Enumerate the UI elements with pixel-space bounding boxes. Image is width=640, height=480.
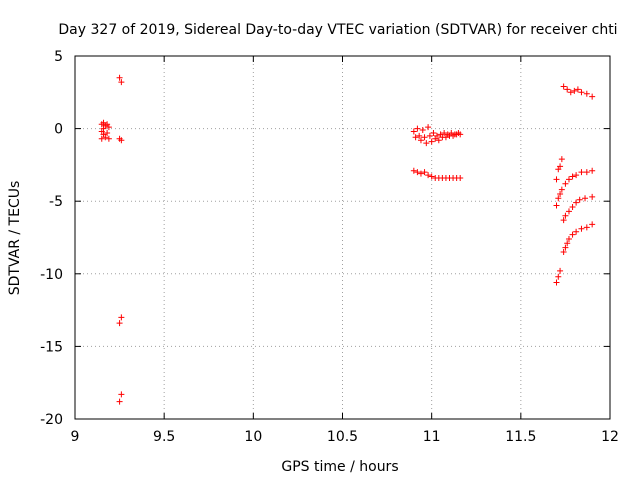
data-point	[457, 131, 464, 138]
y-tick-label: -20	[40, 412, 63, 428]
data-point	[564, 86, 571, 93]
data-point	[576, 196, 583, 203]
data-point	[425, 124, 432, 131]
data-point	[118, 391, 125, 398]
data-point	[583, 169, 590, 176]
data-point	[118, 314, 125, 321]
data-point	[425, 172, 432, 179]
data-point	[565, 208, 572, 215]
x-tick-label: 9	[71, 429, 80, 445]
data-point	[589, 221, 596, 228]
x-axis-label: GPS time / hours	[281, 459, 398, 475]
data-point	[557, 267, 564, 274]
y-tick-label: -10	[40, 267, 63, 283]
data-point	[578, 89, 585, 96]
data-point	[116, 398, 123, 405]
data-point	[553, 176, 560, 183]
data-point	[116, 74, 123, 81]
data-point	[574, 86, 581, 93]
data-point	[105, 135, 112, 142]
data-point	[426, 132, 433, 139]
data-point	[435, 137, 442, 144]
x-tick-label: 11.5	[505, 429, 536, 445]
data-point	[419, 127, 426, 134]
data-point	[560, 83, 567, 90]
data-point	[118, 137, 125, 144]
y-axis-label: SDTVAR / TECUs	[7, 181, 23, 296]
data-point	[557, 190, 564, 197]
data-point	[571, 87, 578, 94]
data-point	[565, 176, 572, 183]
x-tick-label: 10.5	[327, 429, 358, 445]
data-point	[434, 132, 441, 139]
data-point	[573, 199, 580, 206]
data-point	[421, 134, 428, 141]
x-tick-label: 11	[423, 429, 441, 445]
data-point	[558, 156, 565, 163]
data-point	[562, 180, 569, 187]
data-point	[589, 193, 596, 200]
data-point	[102, 134, 109, 141]
data-point	[555, 195, 562, 202]
data-point	[573, 172, 580, 179]
data-point	[457, 174, 464, 181]
data-point	[412, 134, 419, 141]
data-point	[583, 90, 590, 97]
y-tick-label: 5	[54, 49, 63, 65]
y-tick-label: -15	[40, 339, 63, 355]
x-tick-label: 12	[601, 429, 619, 445]
data-point	[416, 132, 423, 139]
data-point	[569, 231, 576, 238]
y-tick-label: 0	[54, 122, 63, 138]
data-point	[565, 235, 572, 242]
data-point	[557, 163, 564, 170]
data-points	[98, 74, 596, 405]
data-point	[421, 169, 428, 176]
data-point	[589, 167, 596, 174]
data-point	[116, 320, 123, 327]
data-point	[562, 212, 569, 219]
data-point	[414, 125, 421, 132]
data-point	[578, 225, 585, 232]
data-point	[573, 228, 580, 235]
data-point	[105, 124, 112, 131]
data-point	[558, 186, 565, 193]
data-point	[555, 273, 562, 280]
data-point	[118, 79, 125, 86]
data-point	[569, 204, 576, 211]
data-point	[410, 167, 417, 174]
data-point	[583, 224, 590, 231]
data-point	[417, 137, 424, 144]
data-point	[553, 279, 560, 286]
x-tick-label: 10	[244, 429, 262, 445]
data-point	[582, 195, 589, 202]
axis-ticks: 9 9.5 10 10.5 11 11.5 12 5 0 -5 -10 -15 -20	[40, 49, 619, 445]
grid-lines	[75, 56, 610, 419]
data-point	[569, 173, 576, 180]
data-point	[564, 240, 571, 247]
chart-title: Day 327 of 2019, Sidereal Day-to-day VTE…	[58, 22, 617, 38]
data-point	[414, 169, 421, 176]
data-point	[589, 93, 596, 100]
data-point	[430, 129, 437, 136]
data-point	[428, 173, 435, 180]
data-point	[417, 170, 424, 177]
data-point	[441, 129, 448, 136]
y-tick-label: -5	[49, 194, 63, 210]
data-point	[104, 129, 111, 136]
data-point	[560, 249, 567, 256]
data-point	[410, 128, 417, 135]
x-tick-label: 9.5	[153, 429, 175, 445]
data-point	[553, 202, 560, 209]
data-point	[562, 244, 569, 251]
data-point	[423, 140, 430, 147]
data-point	[428, 138, 435, 145]
data-point	[578, 169, 585, 176]
data-point	[567, 89, 574, 96]
data-point	[98, 135, 105, 142]
data-point	[560, 217, 567, 224]
